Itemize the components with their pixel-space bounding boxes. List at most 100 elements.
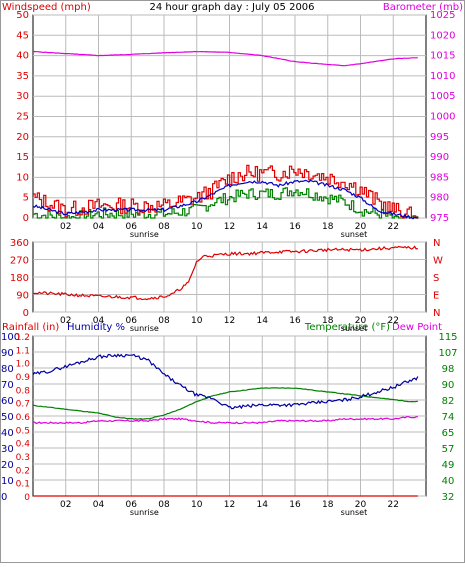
humidity-axis-label: Humidity % xyxy=(67,322,125,333)
dewpoint-series xyxy=(33,416,418,425)
windspeed-tick-25: 25 xyxy=(16,112,29,123)
x-tick-label-06: 06 xyxy=(126,222,138,232)
x-tick-label-02: 02 xyxy=(60,316,71,326)
x-tick-label-22: 22 xyxy=(388,316,399,326)
x-tick-label-08: 08 xyxy=(158,316,170,326)
x-tick-label-12: 12 xyxy=(224,316,235,326)
x-tick-label-16: 16 xyxy=(289,222,301,232)
humidity-tick-10: 10 xyxy=(1,476,14,487)
x-tick-label-06: 06 xyxy=(126,316,138,326)
barometer-series xyxy=(32,50,418,67)
barometer-tick-1005: 1005 xyxy=(430,91,455,102)
sunrise-label: sunrise xyxy=(130,324,159,333)
rainfall-tick-0.7: 0.7 xyxy=(16,400,30,410)
temperature-axis-label: Temperature (°F) xyxy=(304,322,390,333)
x-tick-label-14: 14 xyxy=(257,500,269,510)
humidity-tick-90: 90 xyxy=(1,348,14,359)
windspeed-tick-35: 35 xyxy=(16,71,29,82)
temp-grid xyxy=(33,335,426,497)
temp-tick-90: 90 xyxy=(442,380,455,391)
data-series xyxy=(32,50,419,497)
x-tick-label-06: 06 xyxy=(126,500,138,510)
x-tick-label-04: 04 xyxy=(93,500,105,510)
humidity-tick-70: 70 xyxy=(1,380,14,391)
x-tick-label-08: 08 xyxy=(158,500,170,510)
temp-tick-57: 57 xyxy=(442,444,455,455)
x-tick-label-20: 20 xyxy=(355,222,367,232)
windspeed-tick-0: 0 xyxy=(23,213,29,224)
rainfall-tick-1.2: 1.2 xyxy=(16,333,30,343)
barometer-tick-975: 975 xyxy=(430,213,449,224)
axis-ticks: 0510152025303540455097598098599099510001… xyxy=(1,10,458,517)
barometer-tick-980: 980 xyxy=(430,193,449,204)
barometer-tick-995: 995 xyxy=(430,132,449,143)
windspeed-tick-30: 30 xyxy=(16,91,29,102)
rainfall-tick-0.2: 0.2 xyxy=(16,466,30,476)
rainfall-tick-0: 0 xyxy=(24,493,30,503)
direction-tick-0: 0 xyxy=(23,308,29,319)
wind-low-series xyxy=(33,187,419,219)
x-tick-label-10: 10 xyxy=(191,316,203,326)
barometer-tick-1025: 1025 xyxy=(430,10,455,21)
temperature-series xyxy=(32,387,418,420)
temp-tick-107: 107 xyxy=(438,348,457,359)
x-tick-label-02: 02 xyxy=(60,500,71,510)
humidity-tick-20: 20 xyxy=(1,460,14,471)
x-tick-label-22: 22 xyxy=(388,500,399,510)
rainfall-tick-0.4: 0.4 xyxy=(16,440,31,450)
sunset-label: sunset xyxy=(341,508,368,517)
temp-tick-32: 32 xyxy=(442,492,455,503)
compass-label-N: N xyxy=(433,308,440,319)
sunset-label: sunset xyxy=(341,230,368,239)
x-tick-label-10: 10 xyxy=(191,500,203,510)
x-tick-label-14: 14 xyxy=(257,222,269,232)
sunset-label: sunset xyxy=(341,324,368,333)
windspeed-tick-20: 20 xyxy=(16,132,29,143)
wind-average-series xyxy=(32,179,419,220)
x-tick-label-16: 16 xyxy=(289,316,301,326)
temp-tick-98: 98 xyxy=(442,364,455,375)
x-tick-label-18: 18 xyxy=(322,500,334,510)
x-tick-label-10: 10 xyxy=(191,222,203,232)
humidity-tick-60: 60 xyxy=(1,396,14,407)
dewpoint-axis-label: Dew Point xyxy=(392,322,442,333)
compass-label-N: N xyxy=(433,238,440,249)
temp-tick-82: 82 xyxy=(442,396,455,407)
sunrise-label: sunrise xyxy=(130,508,159,517)
sunrise-label: sunrise xyxy=(130,230,159,239)
x-tick-label-18: 18 xyxy=(322,222,334,232)
humidity-tick-0: 0 xyxy=(1,492,7,503)
compass-label-W: W xyxy=(433,256,443,267)
rainfall-tick-0.8: 0.8 xyxy=(16,386,31,396)
humidity-tick-100: 100 xyxy=(1,332,20,343)
barometer-tick-1020: 1020 xyxy=(430,30,455,41)
wind-direction-series xyxy=(32,245,419,301)
humidity-series xyxy=(32,353,419,410)
rainfall-tick-0.1: 0.1 xyxy=(16,480,30,490)
humidity-tick-80: 80 xyxy=(1,364,14,375)
direction-tick-180: 180 xyxy=(10,273,29,284)
barometer-tick-1010: 1010 xyxy=(430,71,455,82)
rainfall-tick-1.1: 1.1 xyxy=(16,346,30,356)
direction-tick-360: 360 xyxy=(10,238,29,249)
temp-tick-40: 40 xyxy=(442,476,455,487)
x-tick-label-02: 02 xyxy=(60,222,71,232)
temp-tick-74: 74 xyxy=(442,412,455,423)
windspeed-tick-45: 45 xyxy=(16,30,29,41)
windspeed-tick-50: 50 xyxy=(16,10,29,21)
direction-grid xyxy=(33,241,426,313)
rainfall-tick-1.0: 1.0 xyxy=(16,360,31,370)
barometer-axis-label: Barometer (mb) xyxy=(383,2,463,13)
humidity-tick-40: 40 xyxy=(1,428,14,439)
rainfall-axis-label: Rainfall (in) xyxy=(2,322,59,333)
barometer-tick-1015: 1015 xyxy=(430,51,455,62)
humidity-tick-30: 30 xyxy=(1,444,14,455)
windspeed-tick-40: 40 xyxy=(16,51,29,62)
temp-tick-65: 65 xyxy=(442,428,455,439)
x-tick-label-04: 04 xyxy=(93,222,105,232)
direction-tick-90: 90 xyxy=(16,291,29,302)
x-tick-label-20: 20 xyxy=(355,316,367,326)
x-tick-label-22: 22 xyxy=(388,222,399,232)
